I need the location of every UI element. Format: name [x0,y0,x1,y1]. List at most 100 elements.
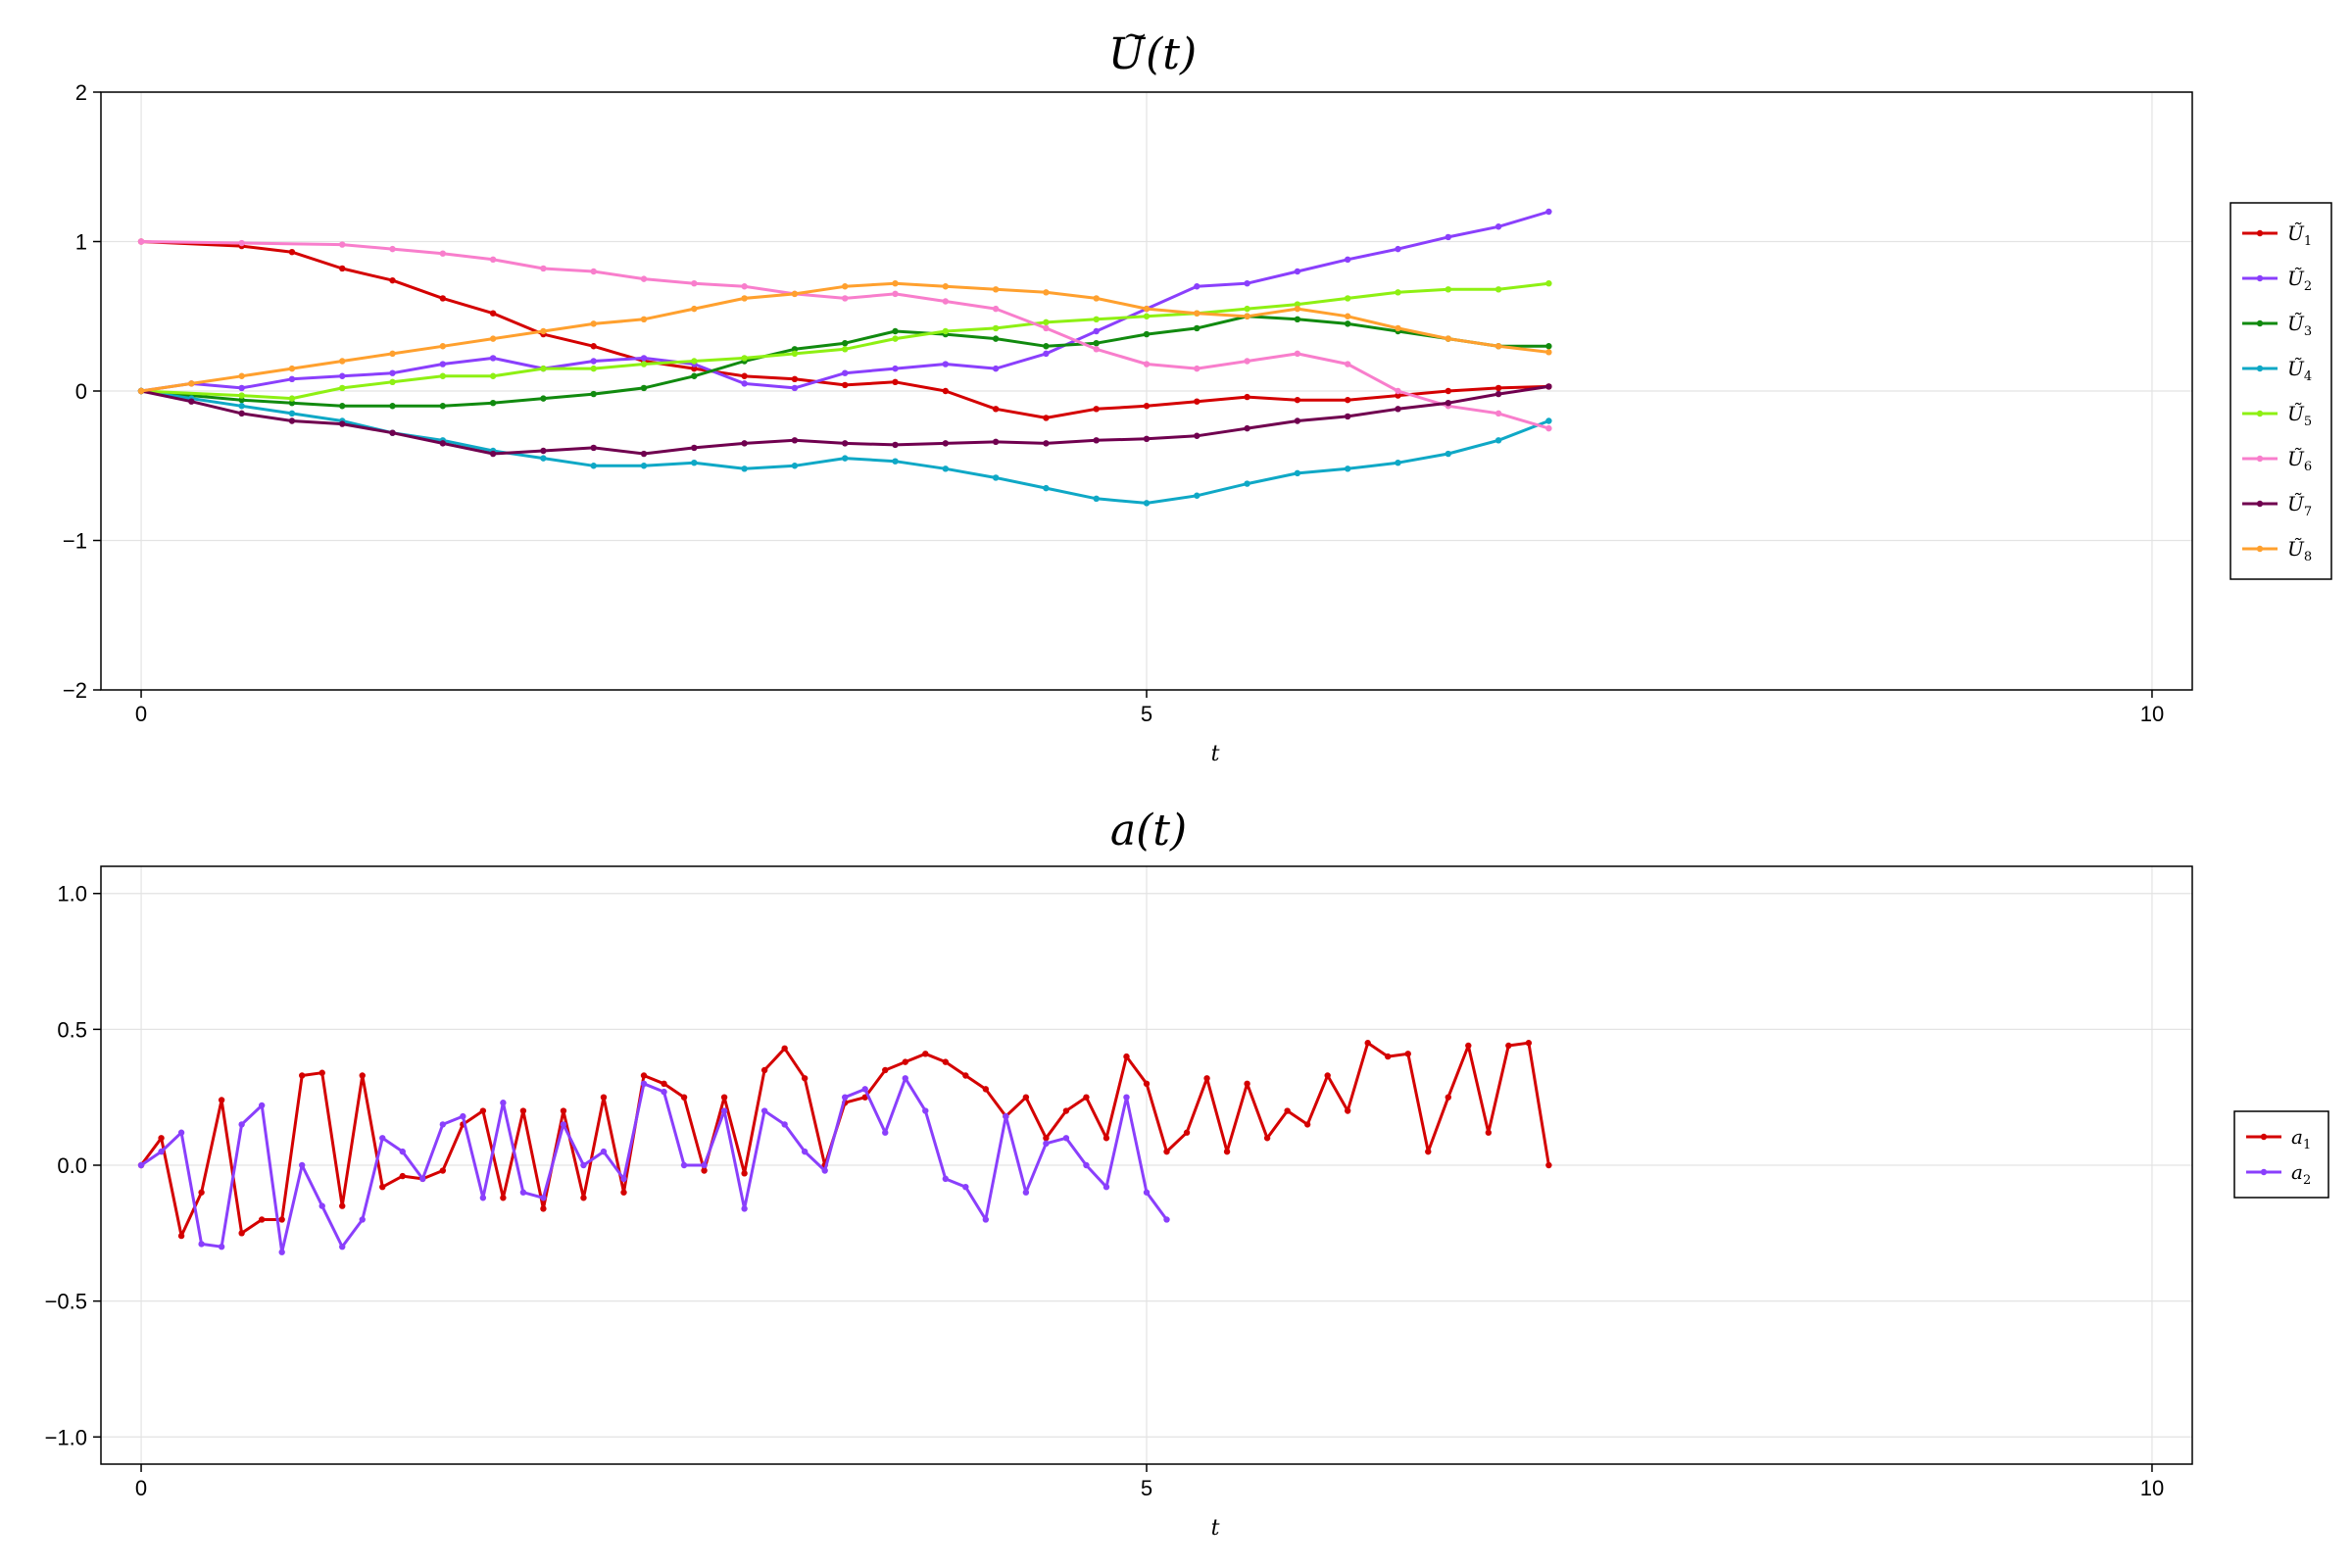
data-point [1083,1094,1090,1101]
data-point [741,372,748,379]
data-point [791,290,799,298]
data-point [801,1075,808,1082]
data-point [691,365,698,372]
data-point [439,250,447,257]
data-point [882,1066,889,1074]
data-point [1194,324,1200,332]
data-point [1344,466,1351,472]
y-tick-label: 1 [75,230,87,255]
data-point [198,1189,205,1196]
data-point [1294,396,1301,404]
data-point [188,380,195,387]
data-point [137,387,145,395]
data-point [590,463,597,469]
data-point [318,1202,325,1209]
data-point [1003,1112,1009,1120]
data-point [540,395,547,402]
data-point [842,346,849,353]
data-point [339,241,346,248]
data-point [1395,387,1401,395]
legend-item: Ũ4 [2242,357,2312,384]
x-tick-label: 0 [135,702,147,726]
series-1 [137,1040,1552,1240]
data-point [1244,393,1250,401]
data-point [992,406,1000,413]
data-point [640,316,648,322]
data-point [288,375,296,382]
data-point [519,1107,527,1114]
series-line [140,240,1549,419]
data-point [1143,403,1151,410]
data-point [791,346,799,353]
data-point [238,1230,245,1237]
legend-label: Ũ5 [2287,402,2312,429]
data-point [741,283,748,290]
data-point [389,350,396,358]
data-point [1545,1161,1552,1169]
data-point [942,466,950,472]
data-point [1183,1129,1191,1136]
y-tick-label: 0 [75,379,87,404]
x-tick-label: 10 [2140,1476,2164,1500]
data-point [1545,417,1552,424]
data-point [1194,398,1200,405]
data-point [479,1195,487,1201]
series-2 [137,1075,1170,1255]
data-point [842,295,849,302]
data-point [1364,1040,1371,1047]
data-point [500,1100,507,1106]
y-tick-label: −1.0 [45,1425,87,1449]
data-point [1093,340,1100,347]
data-point [198,1241,205,1248]
data-point [137,1161,145,1169]
data-point [238,384,245,392]
data-point [842,340,849,347]
data-point [640,450,648,458]
data-point [439,403,447,410]
data-point [1093,495,1100,502]
grid-lines [101,866,2192,1464]
y-tick-label: 0.0 [57,1153,87,1178]
legend-marker [2256,229,2264,237]
data-point [1194,365,1200,372]
data-point [1093,316,1100,322]
data-point [1344,413,1351,420]
data-point [218,1097,225,1103]
data-point [892,327,899,335]
data-point [258,1216,266,1223]
data-point [1043,1135,1050,1142]
data-point [1344,1107,1351,1114]
legend-item: Ũ2 [2242,267,2312,294]
data-point [1223,1148,1231,1155]
data-point [1395,460,1401,466]
data-point [489,310,497,317]
data-point [278,1216,285,1223]
data-point [339,1243,346,1250]
data-point [238,410,245,417]
data-point [1284,1107,1291,1114]
data-point [1294,350,1301,358]
data-point [640,361,648,368]
data-point [288,365,296,372]
data-point [600,1094,608,1101]
data-point [1194,283,1200,290]
data-point [1244,313,1250,319]
x-tick-label: 10 [2140,702,2164,726]
data-point [791,463,799,469]
data-point [821,1167,828,1174]
data-point [1093,295,1100,302]
data-point [1385,1053,1392,1060]
data-point [1143,313,1151,319]
data-point [1143,500,1151,507]
data-point [1093,327,1100,335]
data-point [992,305,1000,313]
data-point [1445,450,1451,458]
legend-marker [2256,274,2264,282]
data-point [1093,437,1100,444]
data-point [1545,280,1552,287]
data-point [1244,358,1250,365]
legend-item: a2 [2246,1160,2311,1188]
data-point [942,440,950,447]
